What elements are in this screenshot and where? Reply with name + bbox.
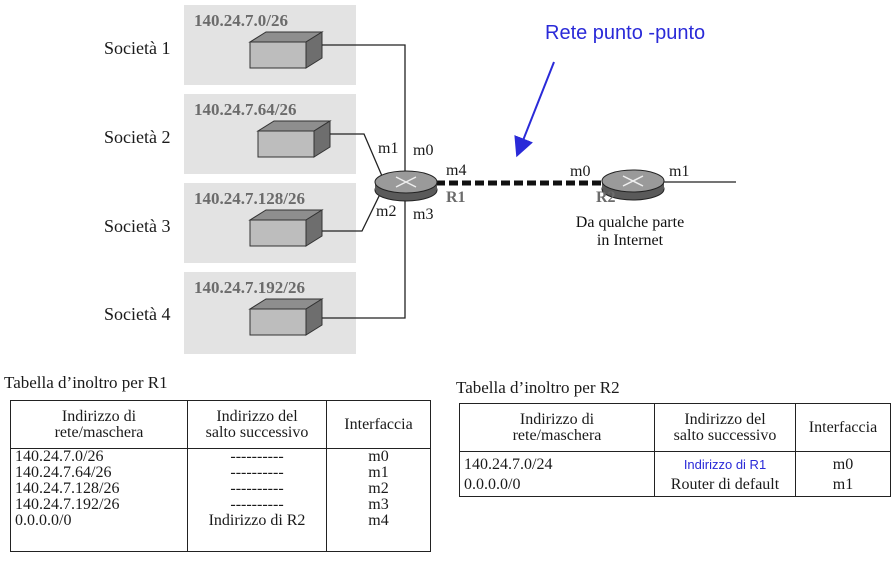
r2-interface-m0: m0 bbox=[570, 163, 591, 180]
annotation-arrow bbox=[514, 61, 555, 158]
r1-interface-m2: m2 bbox=[376, 203, 397, 220]
router-label-r1: R1 bbox=[446, 189, 466, 206]
next-hop-column: ---------- ---------- ---------- -------… bbox=[187, 448, 327, 552]
table-cell: ---------- bbox=[230, 448, 284, 465]
r1-interface-m3: m3 bbox=[413, 206, 434, 223]
r2-caption-line2: in Internet bbox=[596, 232, 664, 249]
table-cell: ---------- bbox=[230, 464, 284, 481]
subnet-address: 140.24.7.128/26 bbox=[194, 189, 305, 208]
r1-interface-m1: m1 bbox=[378, 140, 399, 157]
subnet-address: 140.24.7.0/26 bbox=[194, 11, 288, 30]
table-cell: 0.0.0.0/0 bbox=[15, 512, 72, 529]
column-header-network: Indirizzo di rete/maschera bbox=[10, 400, 188, 449]
column-header-network: Indirizzo di rete/maschera bbox=[459, 403, 655, 452]
table-cell: 140.24.7.128/26 bbox=[15, 480, 120, 497]
router-icon-r2 bbox=[601, 169, 665, 201]
table-cell: 0.0.0.0/0 bbox=[464, 476, 521, 493]
r1-interface-m4: m4 bbox=[446, 162, 467, 179]
table-cell: ---------- bbox=[230, 480, 284, 497]
table-cell: m0 bbox=[832, 456, 854, 473]
forwarding-table-r1: Indirizzo di rete/maschera Indirizzo del… bbox=[10, 400, 431, 552]
table-r2-caption: Tabella d’inoltro per R2 bbox=[456, 378, 620, 397]
subnet-address: 140.24.7.64/26 bbox=[194, 100, 297, 119]
table-cell: Router di default bbox=[670, 476, 780, 493]
table-cell: 140.24.7.64/26 bbox=[15, 464, 112, 481]
table-cell: m2 bbox=[368, 480, 389, 497]
table-cell: 140.24.7.0/26 bbox=[15, 448, 104, 465]
r2-interface-m1: m1 bbox=[669, 163, 690, 180]
switch-icon-1 bbox=[248, 31, 324, 69]
r2-caption: Da qualche parte in Internet bbox=[540, 214, 720, 250]
table-cell-annotated: Indirizzo di R1 bbox=[683, 457, 767, 472]
network-column: 140.24.7.0/24 0.0.0.0/0 bbox=[459, 451, 655, 497]
router-label-r2: R2 bbox=[596, 189, 616, 206]
table-cell: ---------- bbox=[230, 496, 284, 513]
table-cell: m3 bbox=[368, 496, 389, 513]
table-cell: m1 bbox=[832, 476, 854, 493]
r2-caption-line1: Da qualche parte bbox=[575, 214, 685, 231]
interface-column: m0 m1 m2 m3 m4 bbox=[326, 448, 431, 552]
column-header-interface: Interfaccia bbox=[795, 403, 891, 452]
r1-interface-m0: m0 bbox=[413, 142, 434, 159]
network-column: 140.24.7.0/26 140.24.7.64/26 140.24.7.12… bbox=[10, 448, 188, 552]
company-label-1: Società 1 bbox=[104, 38, 171, 58]
subnet-box-3: 140.24.7.128/26 bbox=[184, 183, 356, 263]
link-annotation: Rete punto -punto bbox=[545, 22, 706, 44]
table-cell: m4 bbox=[368, 512, 389, 529]
column-header-interface: Interfaccia bbox=[326, 400, 431, 449]
table-r1-caption: Tabella d’inoltro per R1 bbox=[4, 373, 168, 392]
forwarding-table-r2: Indirizzo di rete/maschera Indirizzo del… bbox=[459, 403, 891, 497]
company-label-4: Società 4 bbox=[104, 304, 171, 324]
switch-icon-3 bbox=[248, 209, 324, 247]
table-cell: Indirizzo di R2 bbox=[208, 512, 306, 529]
interface-column: m0 m1 bbox=[795, 451, 891, 497]
table-cell: 140.24.7.192/26 bbox=[15, 496, 120, 513]
column-header-next-hop: Indirizzo del salto successivo bbox=[187, 400, 327, 449]
company-label-3: Società 3 bbox=[104, 216, 171, 236]
table-cell: 140.24.7.0/24 bbox=[464, 456, 553, 473]
table-cell: m1 bbox=[368, 464, 389, 481]
subnet-links bbox=[322, 44, 406, 319]
switch-icon-2 bbox=[256, 120, 332, 158]
next-hop-column: Indirizzo di R1 Router di default bbox=[654, 451, 796, 497]
router-icon-r1 bbox=[374, 170, 438, 202]
switch-icon-4 bbox=[248, 298, 324, 336]
subnet-address: 140.24.7.192/26 bbox=[194, 278, 305, 297]
company-label-2: Società 2 bbox=[104, 127, 171, 147]
table-cell: m0 bbox=[368, 448, 389, 465]
column-header-next-hop: Indirizzo del salto successivo bbox=[654, 403, 796, 452]
